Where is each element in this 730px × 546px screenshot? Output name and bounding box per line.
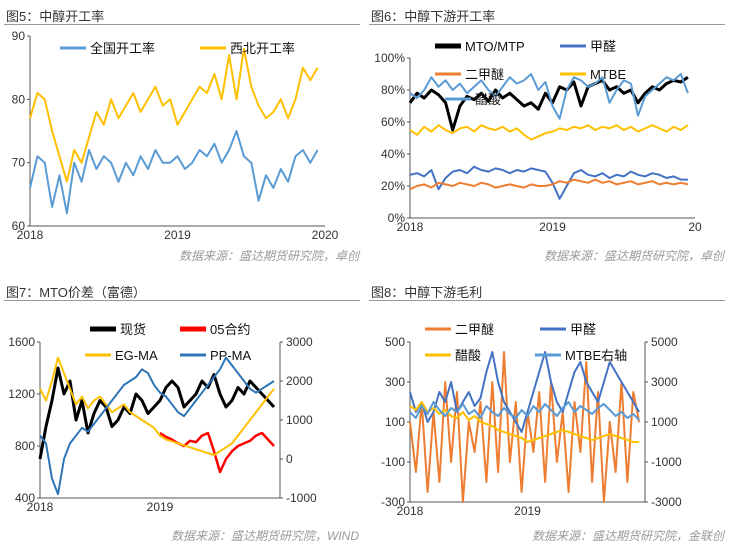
line-chart-c6: 0% 20% 40% 60% 80% 100% 2018 2019 20 MTO/MTP 甲醛二甲醚… <box>374 39 702 234</box>
y2-tick-label: 3000 <box>651 375 678 389</box>
legend-label: 甲醛 <box>570 322 596 337</box>
x-tick-label: 2020 <box>312 228 339 242</box>
y-tick-label: 400 <box>15 491 35 505</box>
y-tick-label: 80 <box>12 92 26 106</box>
legend-label: 现货 <box>120 322 146 337</box>
series-line-0 <box>29 130 319 215</box>
series-line-1 <box>29 47 319 183</box>
x-tick-label: 2018 <box>397 220 424 234</box>
legend-label: 西北开工率 <box>230 41 295 56</box>
title-rule <box>369 300 725 301</box>
series-line-0 <box>38 366 276 460</box>
x-tick-label: 2018 <box>27 500 54 514</box>
y-tick-label: 500 <box>385 335 405 349</box>
x-tick-label: 20 <box>688 220 702 234</box>
y-tick-label: 40% <box>381 147 405 161</box>
legend-label: EG-MA <box>115 348 158 363</box>
legend-label: 全国开工率 <box>90 41 155 56</box>
source-note: 数据来源：盛达期货研究院，金联创 <box>531 529 724 543</box>
legend-label: MTBE <box>590 67 626 82</box>
series-line-1 <box>409 165 688 200</box>
y-tick-label: -300 <box>381 495 405 509</box>
y-tick-label: 20% <box>381 179 405 193</box>
x-tick-label: 2018 <box>17 228 44 242</box>
y2-tick-label: 3000 <box>286 335 313 349</box>
line-chart-c7: 400 800 1200 1600 -1000 0 1000 2000 3000 2018 2019… <box>8 322 317 514</box>
y2-tick-label: -3000 <box>651 495 682 509</box>
y2-tick-label: 2000 <box>286 374 313 388</box>
series-line-2 <box>39 356 275 457</box>
chart-panel-c8: 图8：中醇下游毛利 -300 -100 100 300 500 -3000 -1000 100… <box>365 276 730 546</box>
chart-panel-c6: 图6：中醇下游开工率 0% 20% 40% 60% 80% 100% 2018 2019 20 M… <box>365 0 730 270</box>
y-tick-label: 90 <box>12 29 26 43</box>
y-tick-label: 60 <box>12 219 26 233</box>
source-note: 数据来源：盛达期货研究院，WIND <box>171 529 359 543</box>
legend-label: 醋酸 <box>475 92 501 107</box>
series-line-2 <box>409 178 689 191</box>
series-line-3 <box>39 356 275 496</box>
y-tick-label: 0% <box>388 211 406 225</box>
legend-label: 甲醛 <box>590 39 616 54</box>
series-line-0 <box>409 351 641 503</box>
legend-label: MTBE右轴 <box>565 348 627 363</box>
series-line-4 <box>409 73 689 120</box>
x-tick-label: 2018 <box>397 504 424 518</box>
x-tick-label: 2019 <box>539 220 566 234</box>
title-rule <box>4 24 360 25</box>
series-line-3 <box>409 124 689 141</box>
chart-panel-c7: 图7：MTO价差（富德） 400 800 1200 1600 -1000 0 1000 200… <box>0 276 365 546</box>
legend-label: MTO/MTP <box>465 39 525 54</box>
line-chart-c8: -300 -100 100 300 500 -3000 -1000 1000 3000 5000 2… <box>381 322 682 518</box>
series-line-0 <box>408 75 689 132</box>
legend-label: 05合约 <box>210 322 250 337</box>
chart-title: 图5：中醇开工率 <box>6 9 105 24</box>
y-tick-label: 1600 <box>8 335 35 349</box>
x-tick-label: 2019 <box>164 228 191 242</box>
legend-label: 二甲醚 <box>455 322 494 337</box>
y-tick-label: 70 <box>12 156 26 170</box>
y2-tick-label: 1000 <box>286 413 313 427</box>
y2-tick-label: -1000 <box>651 455 682 469</box>
y-tick-label: -100 <box>381 455 405 469</box>
legend-label: 醋酸 <box>455 348 481 363</box>
source-note: 数据来源：盛达期货研究院，卓创 <box>543 249 724 263</box>
y2-tick-label: 1000 <box>651 415 678 429</box>
x-tick-label: 2019 <box>514 504 541 518</box>
title-rule <box>369 24 725 25</box>
series-line-1 <box>409 351 640 433</box>
y-tick-label: 80% <box>381 83 405 97</box>
title-rule <box>4 300 360 301</box>
y2-tick-label: 0 <box>286 452 293 466</box>
source-note: 数据来源：盛达期货研究院，卓创 <box>178 249 359 263</box>
chart-title: 图8：中醇下游毛利 <box>371 285 483 300</box>
y2-tick-label: -1000 <box>286 491 317 505</box>
y-tick-label: 800 <box>15 439 35 453</box>
legend-label: PP-MA <box>210 348 252 363</box>
y-tick-label: 1200 <box>8 387 35 401</box>
x-tick-label: 2019 <box>147 500 174 514</box>
y-tick-label: 300 <box>385 375 405 389</box>
chart-title: 图7：MTO价差（富德） <box>6 285 146 300</box>
chart-panel-c5: 图5：中醇开工率 60 70 80 90 2018 2019 2020 全国开工率 西北开工率 … <box>0 0 365 270</box>
line-chart-c5: 60 70 80 90 2018 2019 2020 全国开工率 西北开工率 <box>12 29 339 242</box>
y2-tick-label: 5000 <box>651 335 678 349</box>
legend-label: 二甲醚 <box>465 67 504 82</box>
y-tick-label: 60% <box>381 115 405 129</box>
y-tick-label: 100 <box>385 415 405 429</box>
chart-title: 图6：中醇下游开工率 <box>371 9 496 24</box>
y-tick-label: 100% <box>374 51 405 65</box>
series-line-3 <box>409 401 640 421</box>
